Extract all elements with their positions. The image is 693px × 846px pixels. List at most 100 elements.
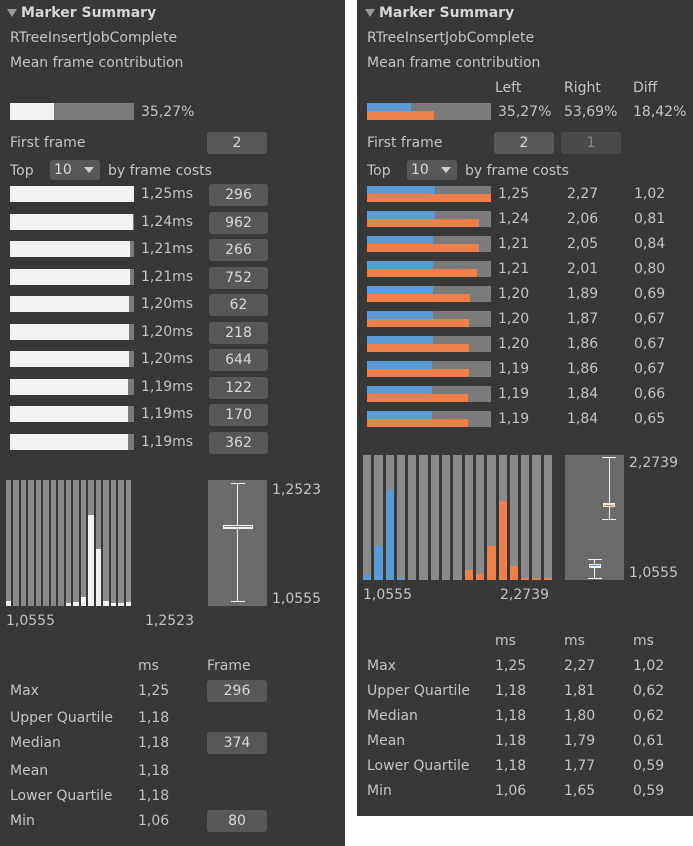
top-frame-bar: [10, 268, 134, 285]
stat-left-value: 1,06: [495, 783, 527, 799]
top-frame-diff: 0,81: [634, 211, 666, 227]
top-frame-number-field[interactable]: 362: [209, 431, 268, 454]
top-frame-left-fill: [367, 311, 433, 319]
top-frame-number-field[interactable]: 266: [209, 239, 268, 261]
foldout-triangle-icon[interactable]: [365, 9, 375, 17]
chevron-down-icon: [441, 167, 451, 173]
histogram-max-label: 1,2523: [145, 613, 194, 629]
mean-contribution-label: Mean frame contribution: [10, 55, 184, 71]
top-frame-bar-fill: [10, 406, 129, 422]
top-frame-right-time: 2,06: [567, 211, 599, 227]
stat-ms-value: 1,25: [138, 683, 170, 699]
column-header-right: Right: [564, 80, 601, 96]
top-frame-right-fill: [367, 419, 468, 427]
top-frame-bar: [367, 236, 491, 252]
top-frame-time: 1,25ms: [141, 186, 194, 202]
histogram-bin: [453, 455, 462, 580]
histogram-bin: [374, 455, 383, 580]
top-frame-right-fill: [367, 369, 469, 377]
boxplot-median-line: [603, 504, 615, 506]
histogram-bin: [118, 480, 124, 606]
stat-ms-value: 1,06: [138, 813, 170, 829]
top-frame-bar: [367, 311, 491, 327]
top-frame-bar: [367, 261, 491, 277]
histogram-bin: [6, 480, 12, 606]
top-frame-number-field[interactable]: 122: [209, 376, 268, 399]
mean-contribution-left: 35,27%: [498, 104, 552, 120]
stat-frame-field[interactable]: 296: [207, 680, 267, 702]
marker-name: RTreeInsertJobComplete: [367, 30, 535, 46]
top-frame-diff: 0,67: [634, 336, 666, 352]
by-frame-costs-label: by frame costs: [108, 163, 212, 179]
stat-left-value: 1,18: [495, 708, 527, 724]
top-frame-right-time: 1,86: [567, 361, 599, 377]
boxplot-min-cap: [230, 601, 245, 603]
top-frame-bar: [367, 186, 491, 202]
marker-name: RTreeInsertJobComplete: [10, 30, 178, 46]
top-count-dropdown[interactable]: 10: [50, 160, 100, 180]
column-header-diff: Diff: [633, 80, 658, 96]
top-frame-right-time: 1,84: [567, 411, 599, 427]
top-frame-bar: [10, 186, 134, 202]
histogram-bin-left-fill: [396, 577, 406, 580]
top-frame-right-fill: [367, 244, 479, 252]
panel-header[interactable]: Marker Summary: [21, 5, 157, 21]
first-frame-field[interactable]: 2: [207, 132, 267, 154]
boxplot-min-label: 1,0555: [629, 565, 678, 581]
histogram-bin: [419, 455, 428, 580]
top-frame-bar: [10, 296, 134, 312]
top-frame-time: 1,19ms: [141, 406, 194, 422]
stat-label: Upper Quartile: [367, 683, 470, 699]
stats-frame-header: Frame: [207, 658, 251, 674]
histogram-min-label: 1,0555: [363, 587, 412, 603]
top-frame-bar: [10, 323, 134, 340]
top-frame-number-field[interactable]: 62: [209, 294, 268, 316]
histogram-bin: [532, 455, 541, 580]
top-frame-number-field[interactable]: 218: [209, 321, 268, 344]
top-count-value: 10: [54, 162, 72, 178]
right-marker-summary-panel: Marker Summary RTreeInsertJobComplete Me…: [357, 0, 693, 816]
first-frame-left-field[interactable]: 2: [494, 132, 554, 154]
top-frame-bar: [367, 386, 491, 402]
stat-frame-field[interactable]: 80: [207, 810, 267, 832]
first-frame-right-field[interactable]: 1: [561, 132, 621, 154]
top-frame-number-field[interactable]: 752: [209, 266, 268, 289]
histogram-bin: [80, 480, 87, 606]
column-header-left: Left: [495, 80, 522, 96]
top-frame-number-field[interactable]: 170: [209, 404, 268, 426]
top-frame-number-field[interactable]: 962: [209, 211, 268, 234]
top-frame-left-fill: [367, 336, 433, 344]
stat-frame-field[interactable]: 374: [207, 732, 267, 754]
histogram-bin: [13, 480, 19, 606]
stat-left-value: 1,25: [495, 658, 527, 674]
top-frame-bar-fill: [10, 296, 130, 312]
histogram-bin: [20, 480, 27, 606]
top-frame-time: 1,21ms: [141, 268, 194, 285]
top-frame-number-field[interactable]: 296: [209, 184, 268, 206]
top-frame-bar: [367, 411, 491, 427]
foldout-triangle-icon[interactable]: [7, 9, 17, 17]
top-frame-time: 1,20ms: [141, 351, 194, 367]
top-frame-bar-fill: [10, 351, 130, 367]
top-frame-bar: [10, 351, 134, 367]
histogram-bin-right-fill: [498, 501, 507, 580]
top-count-dropdown[interactable]: 10: [407, 160, 457, 180]
panel-header[interactable]: Marker Summary: [379, 5, 515, 21]
top-frame-left-time: 1,24: [498, 211, 530, 227]
stat-label: Max: [367, 658, 396, 674]
top-frame-right-fill: [367, 269, 477, 277]
top-frame-bar-fill: [10, 186, 134, 202]
first-frame-label: First frame: [10, 135, 86, 151]
top-frame-left-time: 1,20: [498, 336, 530, 352]
histogram-bin-fill: [88, 515, 94, 606]
top-frame-bar-fill: [10, 323, 130, 340]
histogram-bin-fill: [80, 597, 87, 606]
top-frame-bar: [10, 378, 134, 395]
stat-ms-value: 1,18: [138, 788, 170, 804]
stat-left-value: 1,18: [495, 733, 527, 749]
top-frame-bar: [10, 406, 134, 422]
histogram-bin: [65, 480, 72, 606]
top-frame-number-field[interactable]: 644: [209, 349, 268, 371]
histogram-bin: [509, 455, 519, 580]
top-frame-left-time: 1,19: [498, 411, 530, 427]
